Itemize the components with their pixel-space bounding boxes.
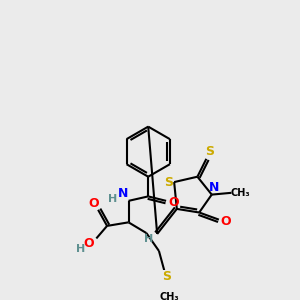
Text: O: O [88, 197, 99, 210]
Text: CH₃: CH₃ [230, 188, 250, 198]
Text: O: O [221, 215, 231, 228]
Text: O: O [168, 196, 178, 209]
Text: N: N [209, 181, 220, 194]
Text: H: H [76, 244, 85, 254]
Text: O: O [84, 237, 94, 250]
Text: S: S [206, 145, 214, 158]
Text: CH₃: CH₃ [160, 292, 179, 300]
Text: N: N [118, 187, 128, 200]
Text: S: S [164, 176, 173, 190]
Text: S: S [163, 270, 172, 284]
Text: H: H [108, 194, 117, 204]
Text: H: H [144, 234, 153, 244]
